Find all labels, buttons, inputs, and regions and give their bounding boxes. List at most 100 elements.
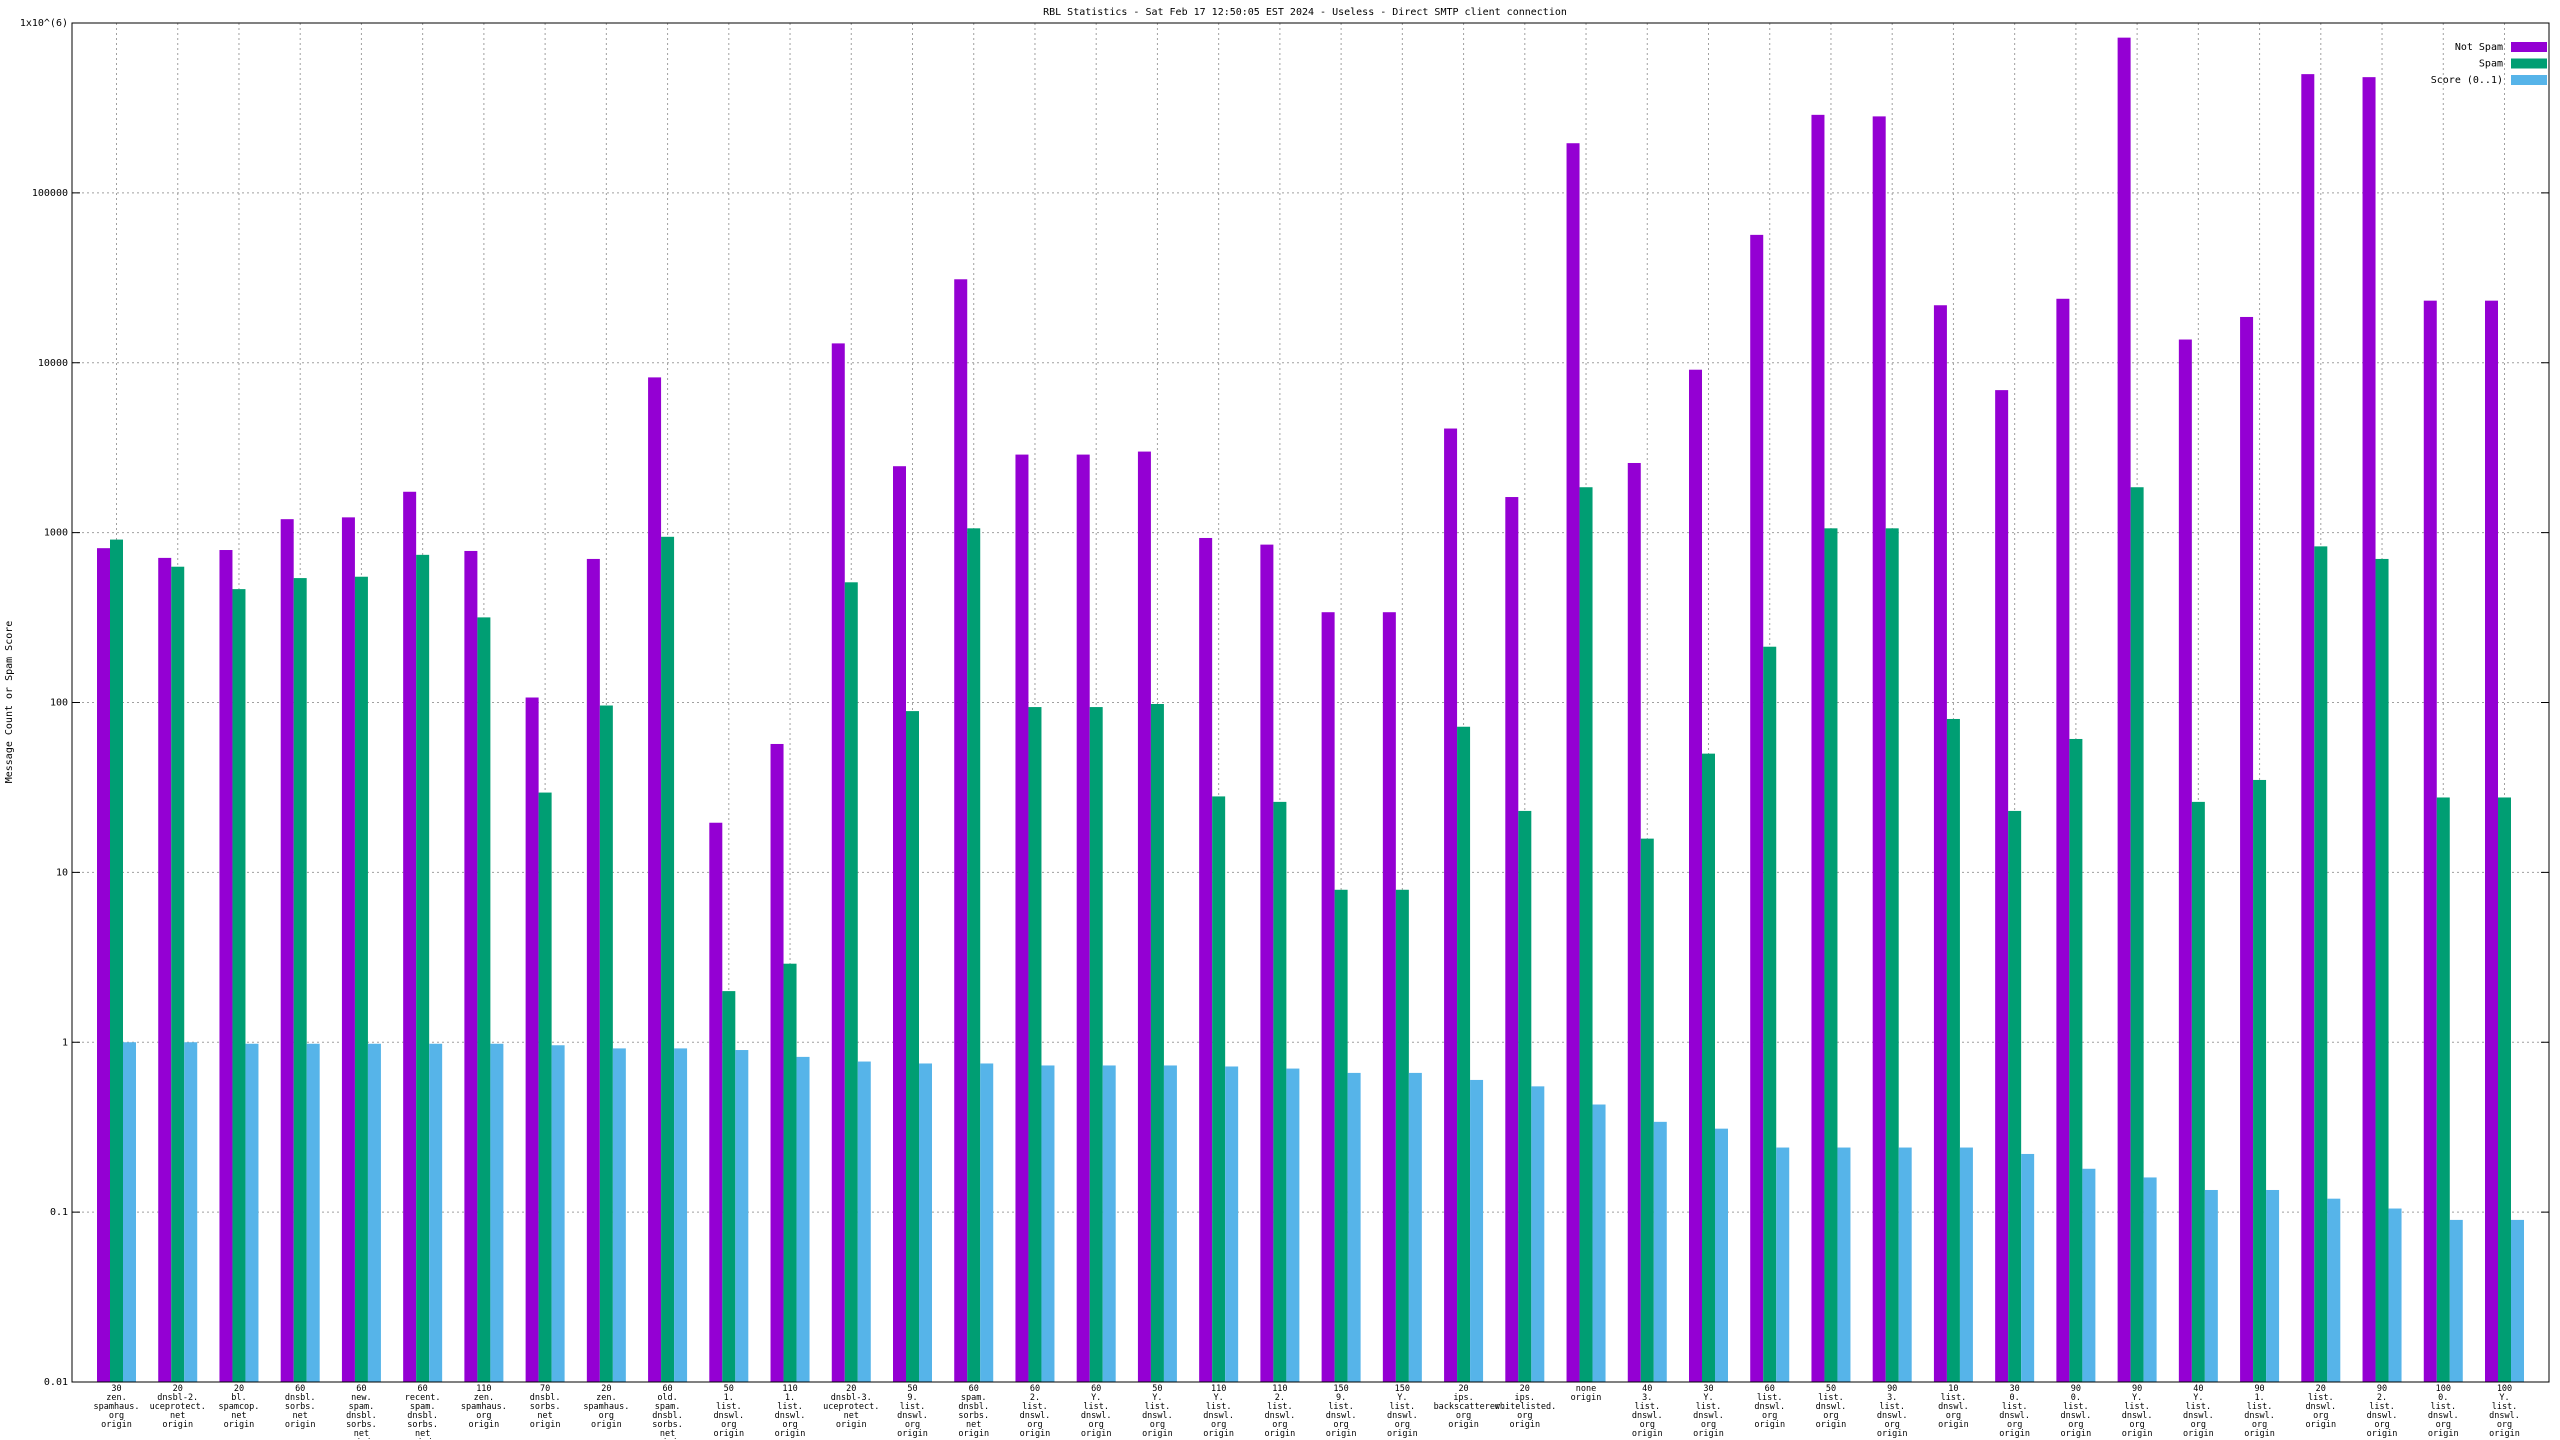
legend-swatch xyxy=(2511,42,2547,52)
x-tick-label: 40 3. list. dnswl. org origin xyxy=(1631,1384,1663,1439)
bar xyxy=(525,697,539,1382)
bar xyxy=(1702,753,1715,1382)
bar xyxy=(2485,300,2498,1382)
bar xyxy=(674,1048,688,1382)
chart-title: RBL Statistics - Sat Feb 17 12:50:05 EST… xyxy=(1043,7,1567,18)
bar xyxy=(1811,114,1825,1383)
x-tick-label: 60 new. spam. dnsbl. sorbs. net origin xyxy=(346,1384,377,1440)
x-tick-label: 10 list. dnswl. org origin xyxy=(1938,1384,1969,1430)
bar xyxy=(2143,1177,2157,1382)
bar xyxy=(722,991,736,1382)
x-tick-label: 60 spam. dnsbl. sorbs. net origin xyxy=(958,1384,990,1439)
bar xyxy=(1898,1147,1912,1382)
bar xyxy=(2204,1189,2218,1382)
bar xyxy=(293,578,307,1382)
bar xyxy=(1163,1065,1177,1382)
x-tick-label: 30 zen. spamhaus. org origin xyxy=(93,1384,140,1430)
bar xyxy=(954,279,968,1383)
bar xyxy=(1824,528,1838,1382)
bar xyxy=(1041,1065,1055,1382)
y-tick-label: 1 xyxy=(62,1037,68,1048)
bar xyxy=(110,539,123,1382)
bar xyxy=(1470,1079,1484,1382)
bar xyxy=(280,519,294,1382)
bar xyxy=(367,1043,381,1382)
bar xyxy=(648,377,662,1382)
bar xyxy=(980,1063,994,1382)
y-tick-label: 10000 xyxy=(38,358,68,369)
bar xyxy=(844,582,858,1382)
bar xyxy=(783,963,797,1382)
bar xyxy=(1408,1072,1422,1382)
bar xyxy=(2117,37,2131,1383)
x-tick-label: 60 Y. list. dnswl. org origin xyxy=(1080,1384,1112,1439)
bar xyxy=(599,705,613,1382)
bar xyxy=(2375,558,2389,1382)
bar xyxy=(2511,1219,2524,1382)
bar xyxy=(97,548,110,1382)
bar xyxy=(1076,454,1090,1382)
bar xyxy=(2130,487,2144,1382)
bar xyxy=(1592,1104,1606,1382)
x-tick-label: 90 Y. list. dnswl. org origin xyxy=(2121,1384,2153,1439)
bar xyxy=(1627,462,1641,1382)
bar xyxy=(341,517,355,1382)
x-tick-label: 20 dnsbl-3. uceprotect. net origin xyxy=(823,1384,880,1430)
x-tick-label: 110 zen. spamhaus. org origin xyxy=(460,1384,507,1430)
bar xyxy=(2327,1198,2341,1382)
bar xyxy=(586,558,600,1382)
bar xyxy=(1212,796,1226,1382)
bar xyxy=(1028,707,1042,1382)
bar xyxy=(416,554,430,1382)
y-tick-label: 0.01 xyxy=(44,1377,68,1388)
x-tick-label: 90 1. list. dnswl. org origin xyxy=(2244,1384,2275,1439)
bar xyxy=(171,566,185,1382)
x-tick-label: 100 Y. list. dnswl. org origin xyxy=(2489,1384,2520,1439)
y-tick-label: 100000 xyxy=(32,188,68,199)
bar xyxy=(709,822,723,1382)
bar xyxy=(1995,390,2009,1383)
bar xyxy=(1933,305,1947,1383)
bar xyxy=(1872,116,1886,1383)
bar xyxy=(1321,612,1335,1382)
x-tick-label: 60 2. list. dnswl. org origin xyxy=(1019,1384,1051,1439)
bar xyxy=(2436,797,2450,1382)
bar xyxy=(2082,1168,2096,1382)
bar xyxy=(232,589,246,1382)
bar xyxy=(1531,1086,1545,1382)
bar xyxy=(490,1043,504,1382)
bar xyxy=(1640,838,1654,1382)
x-tick-label: 60 dnsbl. sorbs. net origin xyxy=(284,1384,316,1430)
bar xyxy=(2253,779,2267,1382)
x-tick-label: 50 1. list. dnswl. org origin xyxy=(713,1384,745,1439)
bar xyxy=(1015,454,1029,1382)
bar xyxy=(2266,1189,2280,1382)
bar xyxy=(1260,544,1274,1382)
x-tick-label: 90 3. list. dnswl. org origin xyxy=(1876,1384,1908,1439)
x-tick-label: 20 ips. backscatterer. org origin xyxy=(1433,1384,1506,1430)
bar xyxy=(1946,718,1960,1382)
y-tick-label: 1x10^(6) xyxy=(20,18,68,29)
bar xyxy=(967,528,981,1382)
bar xyxy=(2362,77,2376,1382)
y-tick-label: 0.1 xyxy=(50,1207,68,1218)
bar xyxy=(919,1063,932,1382)
x-tick-label: 60 recent. spam. dnsbl. sorbs. net origi… xyxy=(404,1384,441,1440)
bar xyxy=(1689,369,1702,1382)
x-tick-label: 50 list. dnswl. org origin xyxy=(1815,1384,1847,1430)
bar xyxy=(464,550,478,1382)
legend-swatch xyxy=(2511,75,2547,85)
bar xyxy=(831,343,845,1383)
bar xyxy=(2449,1219,2463,1382)
bar xyxy=(1199,537,1213,1382)
bar xyxy=(184,1042,198,1382)
bar xyxy=(857,1061,871,1382)
bar xyxy=(2423,300,2437,1382)
bar xyxy=(2056,298,2070,1382)
bar xyxy=(1382,612,1396,1382)
x-tick-label: 110 Y. list. dnswl. org origin xyxy=(1203,1384,1234,1439)
x-tick-label: 30 Y. list. dnswl. org origin xyxy=(1693,1384,1724,1439)
x-tick-label: 20 bl. spamcop. net origin xyxy=(218,1384,260,1430)
bar xyxy=(893,466,906,1382)
